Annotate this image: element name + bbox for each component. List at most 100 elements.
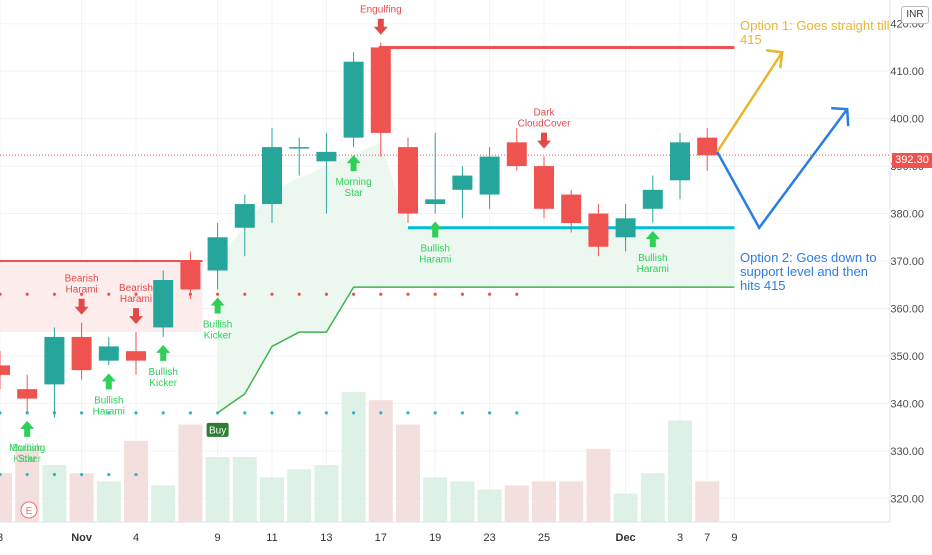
- pattern-label: Kicker: [13, 454, 41, 465]
- x-tick-label: 9: [215, 532, 221, 544]
- red-level-dot: [52, 292, 57, 296]
- red-level-dot: [243, 292, 247, 296]
- x-tick-label: 17: [375, 532, 387, 544]
- candle-body: [670, 142, 690, 181]
- pattern-label: Dark: [533, 108, 555, 119]
- bearish-arrow-icon: [74, 298, 89, 315]
- y-tick-label: 320.00: [890, 493, 924, 505]
- bullish-arrow-icon: [428, 221, 443, 238]
- option1-annotation: 415: [740, 32, 762, 47]
- red-level-dot: [134, 292, 138, 296]
- candle-body: [534, 166, 554, 209]
- cyan-level-dot: [270, 411, 274, 415]
- option2-annotation: support level and then: [740, 264, 868, 279]
- candle-body: [153, 279, 174, 328]
- time-axis-background: [0, 522, 932, 550]
- option1-arrowhead: [766, 48, 784, 69]
- bullish-arrow-icon: [645, 231, 660, 248]
- pattern-label: Bearish: [119, 283, 153, 294]
- volume-bar: [504, 485, 529, 522]
- red-level-dot: [379, 292, 383, 296]
- bullish-arrow-icon: [210, 297, 225, 314]
- cyan-level-dot: [25, 472, 29, 477]
- earnings-marker-label: E: [26, 506, 33, 517]
- x-tick-label: 25: [538, 532, 550, 544]
- x-tick-label: Nov: [71, 532, 93, 544]
- x-tick-label: 9: [731, 532, 737, 544]
- cyan-level-dot: [243, 411, 247, 415]
- candle-body: [262, 147, 282, 205]
- candle-body: [479, 156, 500, 195]
- red-level-dot: [515, 292, 519, 296]
- candle-body: [98, 346, 119, 361]
- pattern-label: Star: [18, 454, 37, 465]
- pattern-label: Bearish: [65, 274, 99, 285]
- volume-bar: [69, 473, 94, 522]
- volume-bar: [668, 420, 692, 522]
- cyan-level-dot: [0, 472, 2, 477]
- volume-bar: [613, 493, 638, 522]
- y-tick-label: 380.00: [890, 209, 924, 221]
- cyan-level-dot: [107, 411, 111, 415]
- candle-body: [370, 47, 391, 133]
- red-level-dot: [297, 292, 301, 296]
- pattern-label: Bullish: [94, 395, 123, 406]
- x-tick-label: 23: [483, 532, 495, 544]
- candle-body: [343, 61, 364, 138]
- red-level-dot: [80, 292, 84, 296]
- last-price-badge: 392.30: [892, 153, 932, 168]
- volume-bar: [586, 448, 611, 522]
- pattern-label: Bullish: [148, 367, 177, 378]
- pattern-label: CloudCover: [518, 119, 571, 130]
- candle-body: [588, 213, 609, 247]
- pattern-label: Harami: [120, 294, 152, 305]
- earnings-marker: [20, 501, 38, 519]
- candle-body: [642, 189, 663, 209]
- pattern-label: Star: [344, 188, 363, 199]
- candle-body: [126, 351, 146, 361]
- option2-annotation: Option 2: Goes down to: [740, 250, 877, 265]
- candle-body: [398, 147, 418, 214]
- volume-bar: [178, 424, 203, 522]
- x-tick-label: Dec: [616, 532, 636, 544]
- cyan-level-dot: [379, 411, 383, 415]
- volume-bar: [314, 465, 339, 522]
- x-tick-label: 13: [320, 532, 332, 544]
- volume-bar: [532, 481, 556, 522]
- y-tick-label: 360.00: [890, 303, 924, 315]
- pattern-label: Harami: [637, 264, 669, 275]
- y-tick-label: 400.00: [890, 114, 924, 126]
- red-level-dot: [324, 292, 328, 296]
- volume-bar: [640, 473, 665, 522]
- cyan-level-dot: [80, 411, 84, 415]
- candle-body: [289, 147, 310, 149]
- pattern-label: Bullish: [638, 253, 667, 264]
- y-tick-label: 350.00: [890, 351, 924, 363]
- candle-body: [234, 204, 255, 228]
- x-tick-label: 7: [704, 532, 710, 544]
- volume-bar: [559, 481, 584, 522]
- red-level-dot: [488, 292, 492, 296]
- cyan-level-dot: [352, 411, 356, 415]
- pattern-label: Kicker: [204, 330, 232, 341]
- candle-body: [452, 175, 473, 190]
- red-level-dot: [25, 292, 29, 296]
- volume-bar: [0, 473, 12, 522]
- pattern-label: Engulfing: [360, 5, 402, 16]
- pattern-label: Bullish: [12, 443, 41, 454]
- cyan-level-dot: [515, 411, 519, 415]
- pattern-label: Harami: [93, 406, 125, 417]
- cyan-level-dot: [324, 411, 328, 415]
- candle-body: [506, 142, 527, 167]
- candle-body: [0, 365, 10, 375]
- cyan-level-dot: [188, 411, 192, 415]
- volume-bar: [124, 440, 148, 522]
- currency-badge[interactable]: INR: [901, 6, 929, 24]
- volume-bar: [368, 400, 393, 522]
- y-tick-label: 370.00: [890, 256, 924, 268]
- red-level-dot: [0, 292, 2, 296]
- pattern-label: Harami: [419, 255, 451, 266]
- volume-bar: [477, 489, 502, 522]
- cyan-level-dot: [107, 472, 111, 477]
